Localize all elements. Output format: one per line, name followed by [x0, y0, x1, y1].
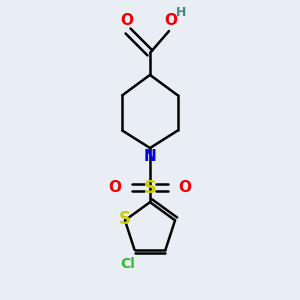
Text: N: N — [144, 149, 156, 164]
Text: H: H — [176, 6, 187, 19]
Text: O: O — [108, 180, 122, 195]
Text: O: O — [178, 180, 192, 195]
Text: O: O — [120, 13, 133, 28]
Text: Cl: Cl — [120, 257, 135, 271]
Text: S: S — [119, 210, 131, 228]
Text: O: O — [164, 13, 177, 28]
Text: S: S — [143, 178, 157, 196]
